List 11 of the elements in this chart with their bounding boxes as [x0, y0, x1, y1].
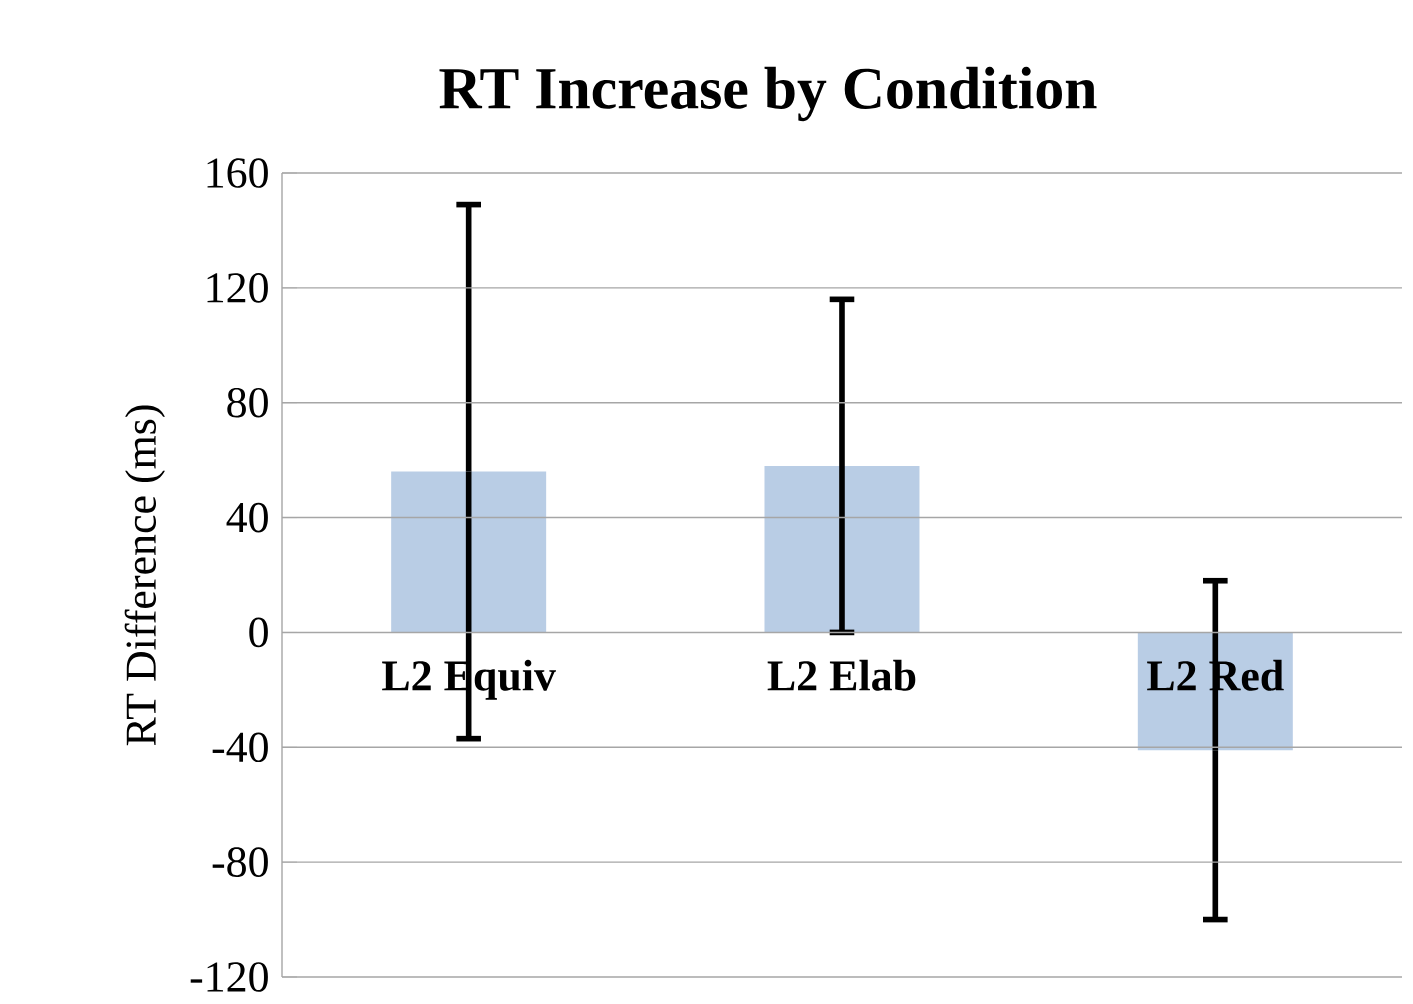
y-tick-label: 120: [207, 273, 268, 303]
y-tick-label: 160: [207, 158, 268, 188]
y-axis-title: RT Difference (ms): [124, 405, 165, 746]
y-tick-label: -80: [212, 847, 268, 877]
chart-title: RT Increase by Condition: [439, 66, 1097, 122]
y-tick-label: 80: [227, 387, 268, 418]
y-tick-label: -120: [190, 962, 268, 992]
x-tick-label: L2 Elab: [767, 659, 916, 691]
y-tick-label: 40: [226, 502, 268, 533]
y-tick-label: -40: [212, 732, 268, 763]
y-tick-label: 0: [249, 617, 268, 648]
